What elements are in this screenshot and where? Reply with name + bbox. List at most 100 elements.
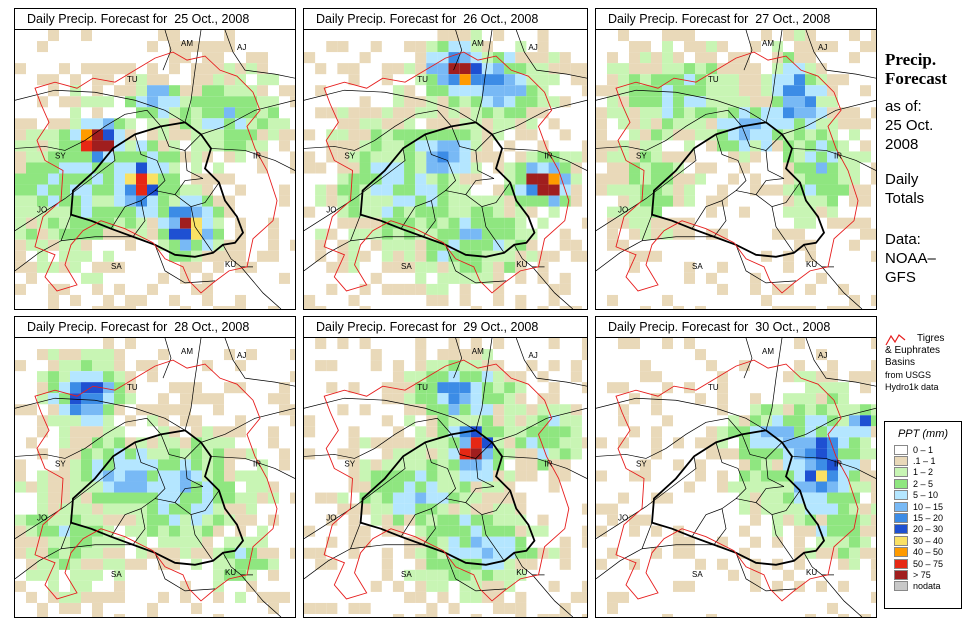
precip-map: TU SY JO SA KU IR AM AJ: [596, 30, 876, 309]
legend-item: > 75: [885, 569, 961, 580]
map-svg: TU SY JO SA KU IR AM AJ: [596, 30, 876, 309]
country-label: JO: [37, 206, 47, 215]
map-svg: TU SY JO SA KU IR AM AJ: [15, 338, 295, 617]
country-label: SY: [344, 459, 355, 468]
country-label: AJ: [818, 43, 827, 52]
basin-note-line: Tigres: [917, 333, 945, 344]
legend-item: 2 – 5: [885, 478, 961, 489]
legend-label: 20 – 30: [913, 524, 944, 535]
country-label: KU: [806, 260, 817, 269]
legend-label: 50 – 75: [913, 558, 944, 569]
precip-map: TU SY JO SA KU IR AM AJ: [15, 30, 295, 309]
legend-swatch: [894, 456, 908, 467]
country-label: AM: [181, 39, 193, 48]
country-label: KU: [225, 260, 236, 269]
totals-line: Totals: [885, 190, 925, 207]
legend-label: > 75: [913, 569, 931, 580]
basin-outline-icon: [885, 334, 906, 346]
panel-title: Daily Precip. Forecast for 28 Oct., 2008: [15, 317, 295, 338]
country-label: JO: [326, 514, 336, 523]
country-label: TU: [708, 75, 719, 84]
country-label: KU: [516, 260, 527, 269]
legend-label: 15 – 20: [913, 513, 944, 524]
country-label: KU: [806, 568, 817, 577]
legend-item: 50 – 75: [885, 558, 961, 569]
legend-label: nodata: [913, 581, 941, 592]
legend-item: nodata: [885, 581, 961, 592]
country-label: AJ: [528, 43, 537, 52]
country-label: IR: [253, 151, 261, 160]
country-label: AJ: [528, 351, 537, 360]
legend-label: 1 – 2: [913, 467, 934, 478]
daily-totals-label: Daily Totals: [885, 170, 924, 208]
legend-item: 0 – 1: [885, 444, 961, 455]
legend-item: 30 – 40: [885, 535, 961, 546]
country-label: SA: [692, 262, 703, 271]
panel-title: Daily Precip. Forecast for 26 Oct., 2008: [304, 9, 587, 30]
precip-map: TU SY JO SA KU IR AM AJ: [304, 30, 587, 309]
basin-note-line: Basins: [885, 357, 916, 368]
panel-title: Daily Precip. Forecast for 30 Oct., 2008: [596, 317, 876, 338]
data-line: Data:: [885, 231, 921, 248]
country-label: IR: [545, 459, 553, 468]
forecast-panel-28oct: Daily Precip. Forecast for 28 Oct., 2008…: [14, 316, 296, 618]
country-label: SA: [111, 570, 122, 579]
country-label: SA: [692, 570, 703, 579]
forecast-panel-25oct: Daily Precip. Forecast for 25 Oct., 2008…: [14, 8, 296, 310]
country-label: IR: [545, 151, 553, 160]
legend-swatch: [894, 547, 908, 558]
as-of-date: as of: 25 Oct. 2008: [885, 97, 933, 154]
legend-item: 15 – 20: [885, 512, 961, 524]
forecast-panel-30oct: Daily Precip. Forecast for 30 Oct., 2008…: [595, 316, 877, 618]
legend-item: 10 – 15: [885, 501, 961, 512]
country-label: TU: [127, 383, 138, 392]
heading-line: Precip.: [885, 50, 937, 69]
forecast-panel-29oct: Daily Precip. Forecast for 29 Oct., 2008…: [303, 316, 588, 618]
map-svg: TU SY JO SA KU IR AM AJ: [304, 30, 587, 309]
map-svg: TU SY JO SA KU IR AM AJ: [596, 338, 876, 617]
heading-line: Forecast: [885, 69, 947, 88]
legend-swatch: [894, 524, 908, 535]
country-label: AM: [762, 347, 774, 356]
panel-title: Daily Precip. Forecast for 29 Oct., 2008: [304, 317, 587, 338]
legend-swatch: [894, 535, 908, 546]
country-label: SY: [55, 459, 66, 468]
country-label: AM: [472, 347, 484, 356]
country-label: IR: [834, 151, 842, 160]
country-label: SA: [401, 262, 412, 271]
country-label: JO: [37, 514, 47, 523]
legend-label: 10 – 15: [913, 501, 944, 512]
legend-label: 5 – 10: [913, 490, 939, 501]
legend-label: 0 – 1: [913, 444, 934, 455]
legend-swatch: [894, 444, 908, 455]
country-label: JO: [326, 206, 336, 215]
legend-label: 40 – 50: [913, 547, 944, 558]
country-label: TU: [417, 75, 428, 84]
country-label: IR: [834, 459, 842, 468]
country-label: IR: [253, 459, 261, 468]
map-svg: TU SY JO SA KU IR AM AJ: [304, 338, 587, 617]
forecast-panel-27oct: Daily Precip. Forecast for 27 Oct., 2008…: [595, 8, 877, 310]
country-label: SA: [401, 570, 412, 579]
country-label: KU: [225, 568, 236, 577]
legend-item: 5 – 10: [885, 490, 961, 501]
data-source: Data: NOAA– GFS: [885, 230, 936, 287]
asof-date: 25 Oct.: [885, 117, 934, 134]
country-label: SY: [636, 459, 647, 468]
sidebar-heading: Precip. Forecast: [885, 50, 947, 88]
precip-map: TU SY JO SA KU IR AM AJ: [596, 338, 876, 617]
country-label: SY: [55, 151, 66, 160]
totals-line: Daily: [885, 171, 919, 188]
forecast-panel-26oct: Daily Precip. Forecast for 26 Oct., 2008…: [303, 8, 588, 310]
legend-label: 30 – 40: [913, 535, 944, 546]
country-label: KU: [516, 568, 527, 577]
precip-map: TU SY JO SA KU IR AM AJ: [15, 338, 295, 617]
legend-title: PPT (mm): [897, 428, 949, 440]
legend-swatch: [894, 558, 908, 569]
country-label: SY: [344, 151, 355, 160]
panel-title: Daily Precip. Forecast for 27 Oct., 2008: [596, 9, 876, 30]
precip-map: TU SY JO SA KU IR AM AJ: [304, 338, 587, 617]
legend-item: .1 – 1: [885, 455, 961, 467]
basin-note: Tigres & Euphrates Basins from USGS Hydr…: [885, 333, 965, 393]
